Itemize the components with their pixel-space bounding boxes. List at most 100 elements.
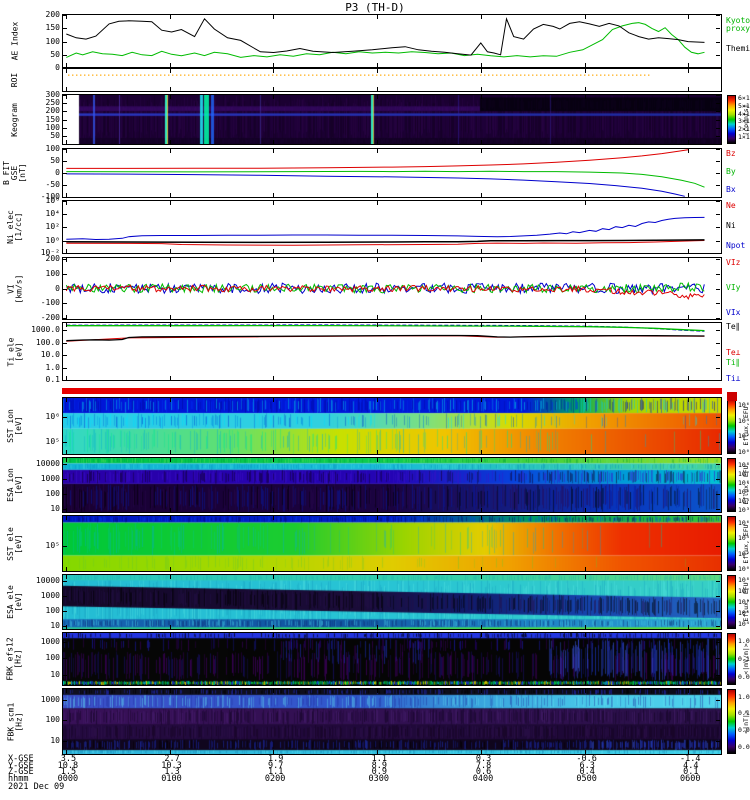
panel-esa_ion	[62, 457, 722, 513]
axis-value: -0.6	[576, 754, 597, 764]
xtick-mark	[584, 516, 586, 520]
ylabel-text: SST ion [eV]	[6, 409, 23, 443]
right-label-Ni: Ni	[726, 221, 736, 230]
colorbar-tick-label: 4×10⁴	[738, 109, 750, 118]
xtick-mark	[376, 15, 378, 19]
ytick-mark	[63, 674, 67, 676]
xtick-mark	[688, 681, 690, 685]
colorbar-unit: Eflux, EFU	[742, 582, 750, 622]
axis-value: 0600	[680, 774, 701, 784]
plot-title: P3 (TH-D)	[345, 1, 405, 14]
xtick-mark	[65, 575, 67, 579]
ytick-label: 10⁵	[45, 541, 60, 551]
xtick-mark	[169, 750, 171, 754]
panel-ylabel-vi: VI [km/s]	[2, 257, 28, 320]
xtick-mark	[169, 258, 171, 262]
ytick-mark	[716, 258, 720, 260]
xtick-mark	[376, 398, 378, 402]
xtick-mark	[688, 376, 690, 380]
ytick-mark	[716, 41, 720, 43]
axis-value: 0000	[57, 774, 79, 784]
panel-fbk_b	[62, 688, 722, 755]
xtick-mark	[481, 681, 483, 685]
axis-value: 1.1	[267, 767, 284, 777]
ytick-mark	[716, 595, 720, 597]
ytick-label: -50	[45, 179, 60, 189]
ytick-mark	[716, 464, 720, 466]
axis-value: 0200	[264, 774, 286, 784]
xtick-mark	[688, 149, 690, 153]
xtick-mark	[169, 450, 171, 454]
xtick-mark	[273, 323, 275, 327]
xtick-mark	[688, 201, 690, 205]
xtick-mark	[481, 567, 483, 571]
ytick-mark	[716, 28, 720, 30]
xtick-mark	[584, 258, 586, 262]
colorbar-tick-label: 1.00	[738, 637, 750, 646]
xtick-mark	[584, 15, 586, 19]
axis-value: 6.3	[579, 760, 595, 771]
xtick-mark	[481, 69, 483, 73]
xtick-mark	[169, 398, 171, 402]
ytick-label: 100	[45, 652, 60, 662]
colorbar-tick-label: 10⁴	[738, 620, 750, 629]
colorbar-sst_ion	[727, 398, 736, 454]
ylabel-text: ESA ele [eV]	[6, 585, 23, 619]
xtick-mark	[169, 633, 171, 637]
separator-bar	[62, 388, 722, 394]
spectrogram-fbk_b	[63, 689, 721, 754]
ytick-mark	[716, 119, 720, 121]
xtick-mark	[273, 249, 275, 253]
panel-roi	[62, 68, 722, 92]
ytick-label: 100	[45, 144, 60, 154]
xtick-mark	[273, 201, 275, 205]
xtick-mark	[273, 69, 275, 73]
xtick-mark	[376, 315, 378, 319]
ytick-mark	[716, 240, 720, 242]
ytick-mark	[63, 380, 67, 382]
spectrogram-esa_ion	[63, 458, 721, 512]
axis-value: 9.7	[267, 760, 284, 771]
ytick-mark	[63, 464, 67, 466]
xtick-mark	[584, 567, 586, 571]
right-label-Ti: Ti⊥	[726, 374, 741, 383]
xtick-mark	[688, 87, 690, 91]
ytick-label: 10⁴	[45, 208, 60, 218]
xtick-mark	[169, 63, 171, 67]
xtick-mark	[169, 69, 171, 73]
xtick-mark	[584, 140, 586, 144]
panel-sst_ele	[62, 515, 722, 572]
xtick-mark	[481, 15, 483, 19]
ytick-mark	[716, 184, 720, 186]
colorbar-tick-label: 10²	[738, 432, 750, 441]
xtick-mark	[169, 323, 171, 327]
ytick-mark	[63, 258, 67, 260]
xtick-mark	[169, 689, 171, 693]
ytick-mark	[63, 41, 67, 43]
axis-date-label: 2021 Dec 09	[8, 782, 65, 792]
xtick-mark	[65, 508, 67, 512]
series-Ni	[66, 239, 705, 244]
ytick-mark	[63, 136, 67, 138]
lineplot-vi	[65, 281, 705, 300]
right-label-ThemisAE: Themis AE	[726, 44, 750, 53]
xtick-mark	[688, 258, 690, 262]
series-Themis AE	[66, 16, 705, 56]
xtick-mark	[688, 398, 690, 402]
panel-ylabel-esa_ion: ESA ion [eV]	[2, 457, 28, 513]
ytick-label: 10⁶	[45, 196, 60, 206]
ytick-mark	[63, 303, 67, 305]
ytick-label: 50	[50, 49, 60, 59]
xtick-mark	[273, 63, 275, 67]
ytick-label: 200	[45, 105, 60, 115]
right-label-Kyoto: Kyoto	[726, 16, 750, 25]
colorbar-tick-label: 6×10⁴	[738, 93, 750, 102]
xtick-mark	[65, 750, 67, 754]
ytick-mark	[63, 128, 67, 130]
axis-value: 4.4	[683, 760, 699, 771]
panel-ylabel-sst_ele: SST ele [eV]	[2, 515, 28, 572]
xtick-mark	[481, 87, 483, 91]
ytick-mark	[716, 546, 720, 548]
xtick-mark	[688, 15, 690, 19]
ytick-label: 1000	[40, 473, 60, 483]
